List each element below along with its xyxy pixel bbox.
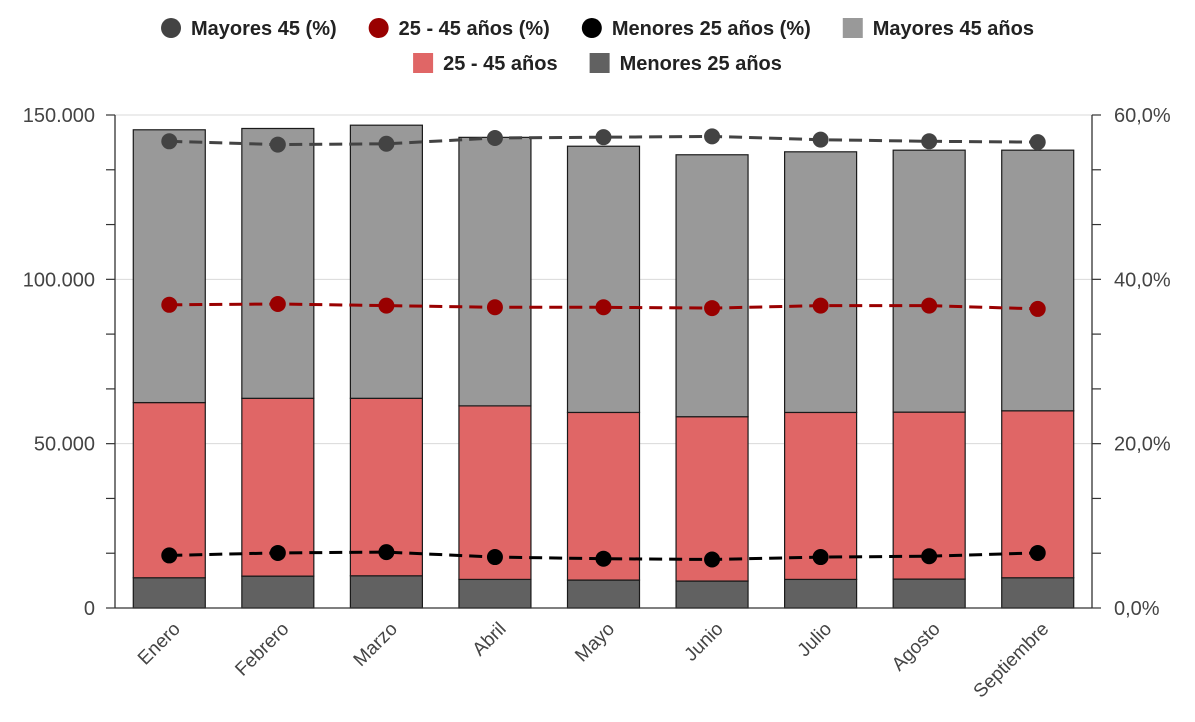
point-25-45-a-os-julio — [812, 297, 829, 314]
bar-menores-25-a-os-junio — [675, 580, 749, 609]
bar-menores-25-a-os-abril — [458, 578, 532, 609]
bar-menores-25-a-os-agosto — [892, 578, 966, 609]
bar-menores-25-a-os-mayo — [566, 579, 641, 609]
point-menores-25-a-os-mayo — [595, 550, 612, 567]
legend-item-25-45-a-os: 25 - 45 años (%) — [368, 18, 550, 40]
point-mayores-45-junio — [704, 128, 721, 145]
legend-label: 25 - 45 años — [443, 53, 558, 75]
left-tick-label: 50.000 — [34, 434, 95, 456]
point-mayores-45-abril — [486, 130, 503, 147]
bar-mayores-45-a-os-julio — [784, 151, 858, 414]
bar-menores-25-a-os-enero — [132, 577, 206, 609]
bar-mayores-45-a-os-junio — [675, 154, 749, 418]
bar-mayores-45-a-os-abril — [458, 136, 532, 407]
legend-marker-circle — [581, 18, 602, 38]
x-tick-label: Junio — [681, 619, 728, 666]
bar-mayores-45-a-os-septiembre — [1001, 149, 1075, 412]
legend-item-mayores-45: Mayores 45 (%) — [161, 18, 337, 40]
bar-mayores-45-a-os-marzo — [349, 124, 423, 399]
bar-menores-25-a-os-marzo — [349, 575, 423, 609]
x-tick-label: Abril — [469, 619, 511, 661]
legend-item-menores-25-a-os: Menores 25 años (%) — [581, 18, 811, 40]
x-tick-label: Febrero — [231, 619, 293, 681]
point-mayores-45-marzo — [378, 135, 395, 152]
point-menores-25-a-os-enero — [161, 547, 178, 564]
point-menores-25-a-os-junio — [704, 551, 721, 568]
legend-label: Menores 25 años — [620, 53, 782, 75]
point-menores-25-a-os-marzo — [378, 544, 395, 561]
legend-label: 25 - 45 años (%) — [399, 18, 550, 40]
point-mayores-45-enero — [161, 133, 178, 150]
x-tick-label: Enero — [134, 619, 185, 670]
legend-marker-square — [413, 53, 434, 73]
bar-menores-25-a-os-septiembre — [1001, 577, 1075, 609]
bar-mayores-45-a-os-enero — [132, 129, 206, 404]
legend: Mayores 45 (%) 25 - 45 años (%) Menores 25… — [161, 18, 1034, 75]
point-mayores-45-agosto — [921, 133, 938, 150]
x-tick-label: Marzo — [350, 619, 402, 671]
right-tick-label: 20,0% — [1114, 434, 1171, 456]
point-menores-25-a-os-agosto — [921, 548, 938, 565]
point-menores-25-a-os-septiembre — [1029, 544, 1046, 561]
point-mayores-45-julio — [812, 131, 829, 148]
legend-item-25-45-a-os: 25 - 45 años — [413, 53, 558, 75]
point-mayores-45-febrero — [269, 136, 286, 153]
left-tick-label: 150.000 — [23, 105, 95, 127]
point-menores-25-a-os-julio — [812, 549, 829, 566]
bar-25-45-a-os-julio — [784, 411, 858, 581]
bar-series — [132, 124, 1075, 609]
legend-marker-square — [842, 18, 863, 38]
legend-marker-circle — [368, 18, 389, 38]
legend-label: Mayores 45 (%) — [191, 18, 337, 40]
x-tick-label: Mayo — [571, 619, 619, 667]
legend-item-mayores-45-a-os: Mayores 45 años — [842, 18, 1034, 40]
line-mayores-45 — [169, 134, 1038, 147]
left-tick-label: 100.000 — [23, 269, 95, 291]
point-25-45-a-os-marzo — [378, 297, 395, 314]
legend-marker-square — [589, 53, 610, 73]
right-tick-label: 0,0% — [1114, 598, 1160, 620]
point-25-45-a-os-febrero — [269, 295, 286, 312]
point-25-45-a-os-enero — [161, 296, 178, 313]
point-25-45-a-os-septiembre — [1029, 300, 1046, 317]
legend-item-menores-25-a-os: Menores 25 años — [589, 53, 782, 75]
line-menores-25-a-os — [169, 550, 1038, 562]
legend-label: Menores 25 años (%) — [612, 18, 811, 40]
right-tick-label: 60,0% — [1114, 105, 1171, 127]
right-tick-label: 40,0% — [1114, 269, 1171, 291]
legend-label: Mayores 45 años — [873, 18, 1034, 40]
x-tick-label: Julio — [794, 619, 836, 661]
point-25-45-a-os-junio — [704, 300, 721, 317]
bar-mayores-45-a-os-febrero — [241, 127, 315, 399]
point-25-45-a-os-abril — [486, 299, 503, 316]
x-tick-label: Agosto — [888, 619, 945, 676]
point-menores-25-a-os-abril — [486, 549, 503, 566]
point-menores-25-a-os-febrero — [269, 544, 286, 561]
bar-mayores-45-a-os-agosto — [892, 149, 966, 413]
line-25-45-a-os — [169, 302, 1038, 311]
point-mayores-45-septiembre — [1029, 134, 1046, 151]
x-tick-label: Septiembre — [970, 619, 1054, 703]
bar-menores-25-a-os-julio — [784, 578, 858, 609]
bar-mayores-45-a-os-mayo — [566, 145, 641, 414]
line-series — [161, 128, 1046, 568]
left-tick-label: 0 — [84, 598, 95, 620]
point-25-45-a-os-agosto — [921, 297, 938, 314]
point-25-45-a-os-mayo — [595, 299, 612, 316]
legend-marker-circle — [161, 18, 182, 38]
point-mayores-45-mayo — [595, 129, 612, 146]
bar-menores-25-a-os-febrero — [241, 575, 315, 609]
